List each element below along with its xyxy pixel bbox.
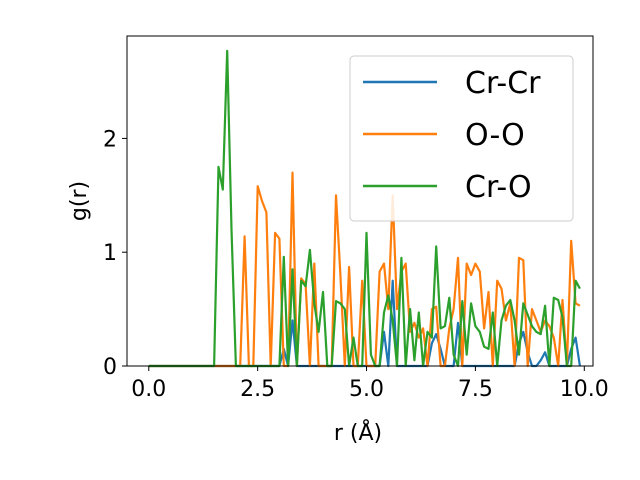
x-axis-ticks: 0.0 2.5 5.0 7.5 10.0 xyxy=(131,366,609,402)
series-line-o-o xyxy=(148,171,581,368)
x-tick-label: 5.0 xyxy=(349,377,384,402)
legend-label: Cr-O xyxy=(465,170,532,205)
x-axis-label: r (Å) xyxy=(334,419,382,446)
legend: Cr-Cr O-O Cr-O xyxy=(349,55,574,222)
legend-box xyxy=(349,55,574,222)
y-tick-label: 0 xyxy=(103,355,117,380)
y-axis-ticks: 0 1 2 xyxy=(103,127,127,380)
x-tick-label: 7.5 xyxy=(458,377,493,402)
y-tick-label: 1 xyxy=(103,241,117,266)
x-tick-label: 10.0 xyxy=(560,377,609,402)
legend-label: Cr-Cr xyxy=(465,66,541,101)
x-tick-label: 2.5 xyxy=(240,377,275,402)
x-tick-label: 0.0 xyxy=(131,377,166,402)
y-tick-label: 2 xyxy=(103,127,117,152)
plot-frame xyxy=(126,35,594,367)
y-axis-label: g(r) xyxy=(67,181,92,221)
legend-label: O-O xyxy=(465,118,525,153)
